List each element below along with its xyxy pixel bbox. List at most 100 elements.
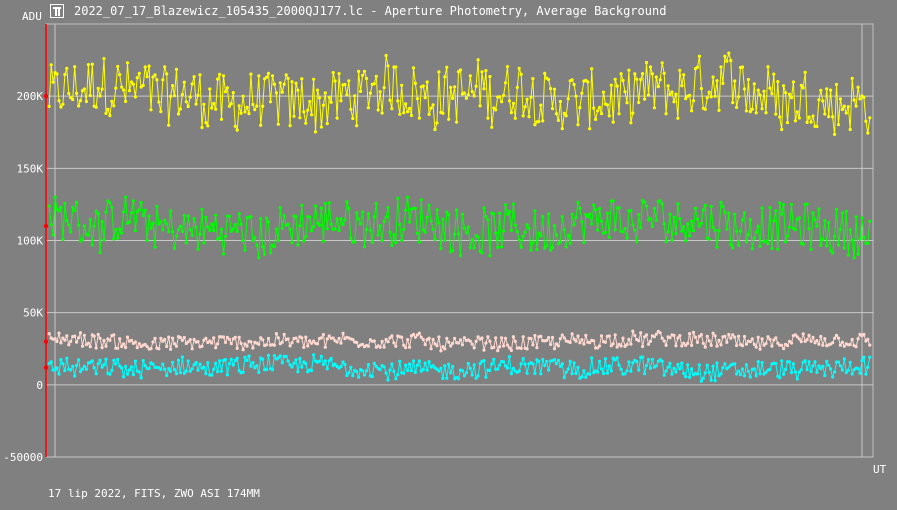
data-point <box>223 90 228 94</box>
data-point <box>803 70 807 74</box>
data-point <box>78 99 83 103</box>
data-point <box>321 239 325 243</box>
data-point <box>178 224 182 228</box>
data-point <box>549 342 553 347</box>
data-point <box>742 374 747 378</box>
data-point <box>492 345 496 349</box>
data-point <box>308 215 312 219</box>
data-point <box>752 367 756 371</box>
data-point <box>535 247 539 252</box>
data-point <box>525 347 529 351</box>
data-point <box>114 362 118 366</box>
data-point <box>63 369 67 373</box>
data-point <box>415 363 419 367</box>
data-point <box>627 337 631 341</box>
data-point <box>582 342 586 346</box>
data-point <box>455 120 459 124</box>
data-point <box>219 227 224 231</box>
data-point <box>464 96 468 100</box>
data-point <box>674 92 678 96</box>
data-point <box>629 369 633 373</box>
data-point <box>96 212 100 216</box>
data-point <box>791 362 796 366</box>
data-point <box>300 203 304 207</box>
data-point <box>455 208 459 212</box>
data-point <box>699 379 704 383</box>
data-point <box>353 94 357 98</box>
data-point <box>850 76 854 80</box>
data-point <box>317 96 322 100</box>
data-point <box>284 73 288 77</box>
data-point <box>619 344 623 348</box>
data-point <box>503 203 508 207</box>
data-point <box>259 123 263 127</box>
data-point <box>151 75 155 79</box>
data-point <box>744 240 749 244</box>
data-point <box>396 99 400 103</box>
data-point <box>339 99 343 103</box>
data-point <box>345 200 349 204</box>
data-point <box>629 342 633 346</box>
data-point <box>192 75 196 79</box>
data-point <box>227 362 231 366</box>
data-point <box>789 202 794 207</box>
data-point <box>298 356 302 361</box>
data-point <box>478 362 482 366</box>
data-point <box>102 57 106 61</box>
data-point <box>619 72 623 76</box>
data-point <box>186 340 190 344</box>
data-point <box>519 72 523 76</box>
data-point <box>776 341 780 345</box>
data-point <box>760 206 764 210</box>
data-point <box>550 107 555 111</box>
data-point <box>372 361 376 365</box>
data-point <box>259 217 263 221</box>
data-point <box>676 116 680 120</box>
data-point <box>290 80 294 84</box>
data-point <box>482 87 486 91</box>
data-point <box>668 92 672 97</box>
data-point <box>784 91 788 95</box>
data-point <box>707 237 711 241</box>
data-point <box>192 216 196 221</box>
data-point <box>725 340 729 344</box>
data-point <box>98 336 102 340</box>
data-point <box>838 227 843 231</box>
data-point <box>380 111 384 115</box>
data-point <box>713 379 717 383</box>
data-point <box>684 239 688 243</box>
data-point <box>668 212 672 216</box>
data-point <box>163 367 167 371</box>
data-point <box>758 347 762 351</box>
data-point <box>182 80 186 84</box>
data-point <box>441 345 445 349</box>
data-point <box>135 346 139 350</box>
data-point <box>733 212 737 216</box>
data-point <box>96 86 100 90</box>
data-point <box>568 241 572 245</box>
data-point <box>188 228 192 232</box>
data-point <box>417 359 421 363</box>
data-point <box>507 346 511 350</box>
data-point <box>120 231 124 235</box>
y-tick-label: 200K <box>17 90 44 103</box>
data-point <box>821 237 825 241</box>
data-point <box>462 336 466 340</box>
data-point <box>836 360 841 364</box>
cursor-marker <box>43 93 49 99</box>
data-point <box>212 228 216 233</box>
data-point <box>529 248 533 252</box>
data-point <box>245 105 249 109</box>
data-point <box>729 58 733 63</box>
data-point <box>329 222 333 226</box>
data-point <box>509 111 513 115</box>
data-point <box>153 245 157 249</box>
data-point <box>359 89 363 93</box>
data-point <box>680 361 684 365</box>
data-point <box>304 235 308 239</box>
data-point <box>174 344 179 348</box>
data-point <box>607 235 611 239</box>
data-point <box>82 87 86 91</box>
data-point <box>388 368 392 372</box>
data-point <box>570 212 574 216</box>
